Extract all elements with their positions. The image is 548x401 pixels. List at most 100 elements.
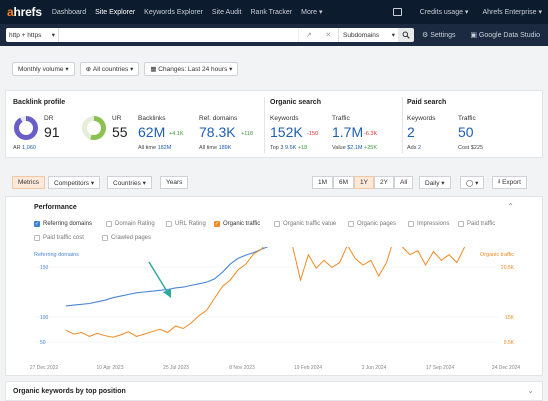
check-impressions[interactable]: Impressions [408, 221, 449, 227]
checkbox-icon: ✓ [34, 221, 40, 227]
check-organic-pages[interactable]: Organic pages [348, 221, 396, 227]
backlinks-all-time-value[interactable]: 182M [157, 145, 172, 151]
range-1y[interactable]: 1Y [354, 176, 374, 189]
performance-title: Performance [34, 204, 77, 211]
comment-menu[interactable]: ◯ ▾ [460, 176, 485, 189]
paid-keywords-value[interactable]: 2 [407, 124, 415, 140]
check-domain-rating[interactable]: Domain Rating [106, 221, 155, 227]
top3-value[interactable]: 9.6K [285, 145, 297, 151]
calendar-icon: ▦ [150, 66, 159, 73]
nav-site-explorer[interactable]: Site Explorer [95, 8, 136, 16]
chart-toolbar: Metrics Competitors ▾ Countries ▾ Years … [12, 176, 536, 190]
search-button[interactable] [398, 28, 414, 42]
checkbox-icon [408, 221, 414, 227]
dr-donut [14, 116, 38, 140]
settings-button[interactable]: ⚙ Settings [422, 32, 456, 39]
filter-bar: Monthly volume ▾ ⊕ All countries ▾ ▦ Cha… [12, 62, 243, 76]
window-icon[interactable] [392, 8, 402, 16]
range-6m[interactable]: 6M [333, 176, 355, 189]
clear-icon[interactable]: ✕ [325, 32, 332, 39]
url-input[interactable] [58, 28, 298, 42]
performance-chart[interactable]: Referring domains Organic traffic 200150… [6, 247, 542, 375]
chevron-down-icon[interactable]: ⌄ [527, 386, 534, 395]
country-select[interactable]: ⊕ All countries ▾ [79, 62, 140, 76]
organic-keywords-delta: -150 [307, 131, 319, 137]
changes-select[interactable]: ▦ Changes: Last 24 hours ▾ [144, 62, 239, 76]
traffic-value-metric: Value $2.1M +25K [332, 145, 378, 151]
credits-usage-menu[interactable]: Credits usage ▾ [419, 9, 469, 16]
overview-metrics: Backlink profile DR 91 AR 1,060 UR 55 Ba… [5, 90, 543, 158]
check-paid-traffic[interactable]: Paid traffic [458, 221, 495, 227]
organic-keywords-section[interactable]: Organic keywords by top position ⌄ [5, 381, 543, 401]
backlinks-value[interactable]: 62M [138, 124, 166, 140]
nav-more[interactable]: More ▾ [301, 9, 323, 16]
left-axis-title: Referring domains [34, 252, 79, 258]
traffic-value-value[interactable]: $2.1M [347, 145, 363, 151]
right-tick-label: 20.5K [501, 265, 515, 271]
top3-delta: +18 [297, 145, 308, 151]
nav-rank-tracker[interactable]: Rank Tracker [250, 8, 293, 16]
account-menu[interactable]: Ahrefs Enterprise ▾ [482, 9, 542, 16]
top3-metric: Top 3 9.6K +18 [270, 145, 308, 151]
volume-select[interactable]: Monthly volume ▾ [12, 62, 75, 76]
ads-value[interactable]: 2 [418, 145, 422, 151]
range-1m[interactable]: 1M [312, 176, 334, 189]
checkbox-icon [348, 221, 354, 227]
mode-select[interactable]: Subdomains ▾ [338, 28, 398, 42]
export-button[interactable]: ⭳ Export [492, 176, 527, 189]
check-crawled-pages[interactable]: Crawled pages [102, 235, 151, 241]
nav-dashboard[interactable]: Dashboard [51, 8, 87, 16]
organic-keywords-label: Keywords [270, 115, 299, 122]
ref-domains-all-time-value[interactable]: 189K [218, 145, 232, 151]
divider [402, 97, 403, 153]
ref-domains-label: Ref. domains [199, 115, 238, 122]
nav-site-audit[interactable]: Site Audit [211, 8, 242, 16]
x-tick-label: 17 Sep 2024 [426, 365, 455, 371]
range-all[interactable]: All [394, 176, 414, 189]
gear-icon: ⚙ [422, 32, 431, 39]
tab-years[interactable]: Years [160, 176, 189, 189]
ads-metric: Ads 2 [407, 145, 422, 151]
x-tick-label: 24 Dec 2024 [492, 365, 521, 371]
nav-keywords-explorer[interactable]: Keywords Explorer [144, 8, 203, 16]
left-tick-label: 100 [40, 315, 49, 321]
chevron-down-icon: ▾ [391, 32, 395, 39]
external-link-icon[interactable]: ↗ [305, 32, 312, 39]
right-tick-label: 9.5K [504, 340, 515, 346]
check-organic-traffic-value[interactable]: Organic traffic value [274, 221, 336, 227]
interval-select[interactable]: Daily ▾ [419, 176, 451, 189]
tab-metrics[interactable]: Metrics [12, 176, 45, 189]
checkbox-icon [166, 221, 172, 227]
ref-domains-value[interactable]: 78.3K [199, 124, 236, 140]
tab-competitors[interactable]: Competitors ▾ [48, 176, 101, 189]
paid-search-title: Paid search [407, 99, 447, 106]
dr-value: 91 [44, 124, 60, 140]
organic-keywords-value[interactable]: 152K [270, 124, 303, 140]
ref-domains-delta: +118 [241, 131, 253, 137]
paid-keywords-label: Keywords [407, 115, 436, 122]
protocol-select[interactable]: http + https ▾ [6, 28, 58, 42]
chart-icon: ▣ [470, 32, 479, 39]
range-2y[interactable]: 2Y [374, 176, 394, 189]
ur-donut [82, 116, 106, 140]
ur-value: 55 [112, 124, 128, 140]
google-data-studio-button[interactable]: ▣ Google Data Studio [470, 32, 540, 39]
ref-domains-all-time: All time 189K [199, 145, 232, 151]
check-organic-traffic[interactable]: ✓ Organic traffic [214, 221, 261, 227]
check-paid-traffic-cost[interactable]: Paid traffic cost [34, 235, 84, 241]
organic-traffic-delta: -6.3K [364, 131, 378, 137]
ar-value[interactable]: 1,060 [22, 145, 36, 151]
x-tick-label: 8 Nov 2023 [229, 365, 255, 371]
check-url-rating[interactable]: URL Rating [166, 221, 206, 227]
checkbox-icon [106, 221, 112, 227]
ahrefs-logo[interactable]: ahrefs [7, 5, 42, 19]
organic-traffic-value[interactable]: 1.7M [332, 124, 364, 140]
check-referring-domains[interactable]: ✓ Referring domains [34, 221, 93, 227]
paid-traffic-value[interactable]: 50 [458, 124, 474, 140]
referring-domains-line [65, 247, 269, 307]
left-tick-label: 50 [40, 340, 46, 346]
traffic-value-delta: +25K [364, 145, 378, 151]
tab-countries[interactable]: Countries ▾ [107, 176, 152, 189]
checkbox-icon [102, 235, 108, 241]
chevron-up-icon[interactable]: ⌃ [507, 202, 514, 211]
